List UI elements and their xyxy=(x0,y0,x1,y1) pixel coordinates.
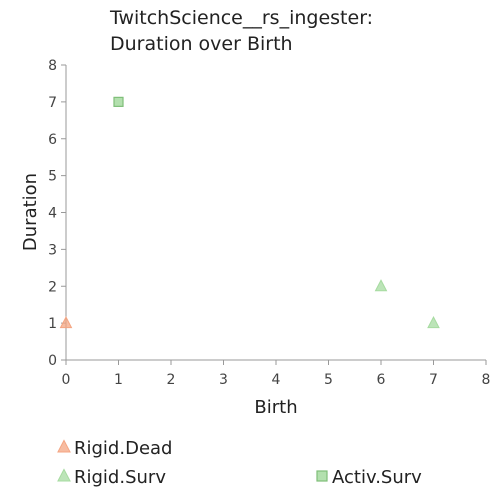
data-point-rigid-surv xyxy=(427,316,440,329)
y-tick-label: 8 xyxy=(48,58,57,74)
legend: Rigid.Dead Rigid.Surv Activ.Surv xyxy=(57,438,422,488)
x-axis-label: Birth xyxy=(254,397,297,418)
y-tick-label: 2 xyxy=(48,279,57,295)
y-tick-label: 1 xyxy=(48,316,57,332)
y-tick-label: 4 xyxy=(48,206,57,222)
y-tick-label: 7 xyxy=(48,95,57,111)
x-tick-label: 2 xyxy=(167,372,176,388)
data-point-rigid-dead xyxy=(59,316,73,329)
y-tick-label: 6 xyxy=(48,132,57,148)
x-tick-label: 7 xyxy=(429,372,438,388)
legend-label: Activ.Surv xyxy=(332,467,422,488)
legend-marker-rigid-surv xyxy=(57,468,71,482)
x-tick-label: 0 xyxy=(62,372,71,388)
y-tick-label: 3 xyxy=(48,242,57,258)
data-point-rigid-surv xyxy=(374,279,388,292)
x-tick-label: 5 xyxy=(324,372,333,388)
data-point-activ-surv xyxy=(113,96,124,107)
chart-title-line-2: Duration over Birth xyxy=(110,33,293,55)
legend-marker-activ-surv xyxy=(316,470,328,482)
axes: 0 1 2 3 4 5 6 7 8 0 1 2 3 4 5 6 7 8 xyxy=(48,58,490,388)
data-marks xyxy=(59,96,440,329)
x-tick-label: 8 xyxy=(482,372,491,388)
x-tick-label: 6 xyxy=(377,372,386,388)
legend-label: Rigid.Dead xyxy=(74,438,172,459)
chart-title-line-1: TwitchScience__rs_ingester: xyxy=(109,7,373,29)
x-tick-label: 3 xyxy=(219,372,228,388)
y-tick-label: 0 xyxy=(48,353,57,369)
x-tick-label: 1 xyxy=(114,372,123,388)
y-tick-label: 5 xyxy=(48,169,57,185)
legend-label: Rigid.Surv xyxy=(74,467,166,488)
x-tick-label: 4 xyxy=(272,372,281,388)
y-axis-label: Duration xyxy=(20,173,41,251)
legend-marker-rigid-dead xyxy=(57,439,71,453)
